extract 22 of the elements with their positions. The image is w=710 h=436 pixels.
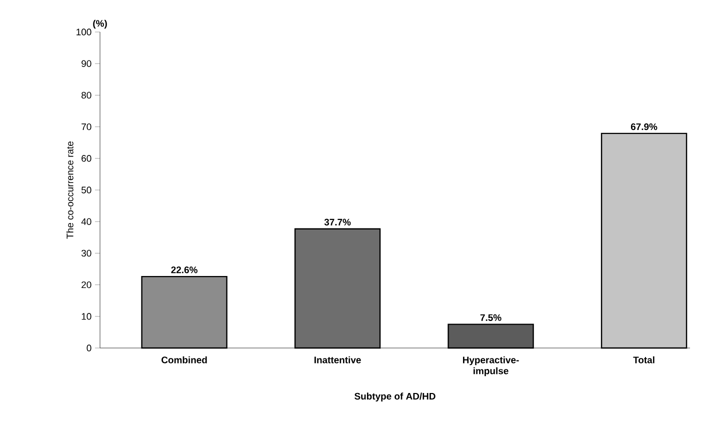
y-tick-label: 100 <box>76 28 92 36</box>
x-tick-label: Inattentive <box>314 356 361 364</box>
x-tick-label: Combined <box>162 356 207 364</box>
data-label: 7.5% <box>480 314 502 321</box>
y-tick-label: 50 <box>81 186 92 194</box>
data-label: 37.7% <box>324 218 351 226</box>
y-axis-title: The co-occurrence rate <box>66 142 74 239</box>
y-tick-label: 30 <box>81 250 92 257</box>
y-tick-label: 60 <box>82 155 92 162</box>
y-tick-label: 90 <box>82 60 92 67</box>
x-tick-label: Total <box>633 356 654 364</box>
text: (%) <box>93 20 107 29</box>
x-axis-title: Subtype of AD/HD <box>354 392 436 402</box>
y-tick-label: 0 <box>86 344 92 352</box>
y-tick-label: 80 <box>82 92 92 99</box>
y-tick-label: 10 <box>82 313 92 320</box>
data-label: 22.6% <box>171 266 198 274</box>
y-tick-label: 70 <box>82 123 92 130</box>
data-label: 67.9% <box>630 123 658 130</box>
y-tick-label: 20 <box>82 281 92 288</box>
y-tick-label: 40 <box>81 218 92 225</box>
x-tick-label: Hyperactive-impulse <box>463 356 519 376</box>
